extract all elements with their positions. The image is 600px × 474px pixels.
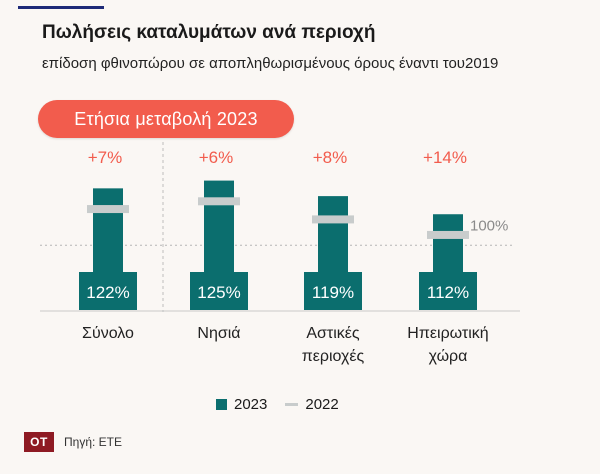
bar-2023-value-box [419, 272, 477, 310]
chart-title: Πωλήσεις καταλυμάτων ανά περιοχή [42, 22, 376, 43]
bar-value-label: 122% [86, 283, 129, 302]
change-label: +7% [88, 148, 123, 167]
category-label: περιοχές [302, 348, 365, 365]
top-rule [18, 6, 104, 9]
bar-value-label: 119% [312, 283, 354, 302]
legend: 2023 2022 [216, 396, 339, 413]
legend-swatch-2022 [285, 403, 299, 406]
category-label: χώρα [429, 348, 468, 365]
bar-2023-value-box [79, 272, 137, 310]
category-label: Σύνολο [82, 325, 134, 342]
marker-2022 [312, 215, 354, 224]
bar-value-label: 112% [427, 283, 469, 302]
reference-label: 100% [470, 217, 508, 234]
marker-2022 [198, 197, 240, 206]
legend-swatch-2023 [216, 399, 227, 410]
change-label: +8% [313, 148, 348, 167]
source-note: Πηγή: ΕΤΕ [64, 435, 123, 449]
change-label: +14% [423, 148, 467, 167]
marker-2022 [427, 230, 469, 239]
brand-logo: OT [24, 432, 54, 452]
category-label: Νησιά [197, 325, 240, 342]
change-label: +6% [199, 148, 234, 167]
bar-2023-value-box [304, 272, 362, 310]
category-label: Ηπειρωτική [407, 325, 488, 342]
annual-change-badge: Ετήσια μεταβολή 2023 [38, 100, 294, 138]
bar-value-label: 125% [197, 283, 240, 302]
legend-label-2022: 2022 [305, 396, 339, 413]
legend-label-2023: 2023 [234, 396, 268, 413]
bar-2023-value-box [190, 272, 248, 310]
category-label: Αστικές [306, 325, 360, 342]
marker-2022 [87, 205, 129, 214]
chart-subtitle: επίδοση φθινοπώρου σε αποπληθωρισμένους … [42, 55, 499, 72]
